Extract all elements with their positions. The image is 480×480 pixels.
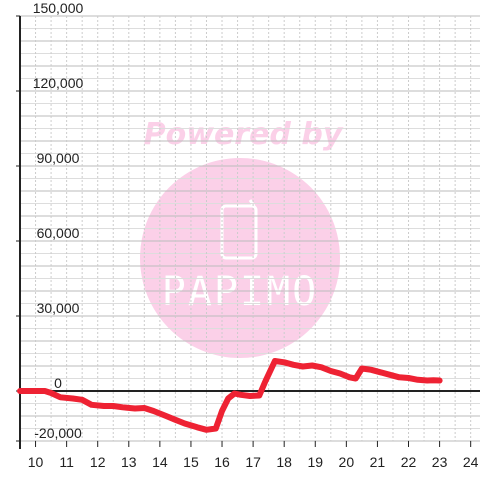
y-tick-label: 60,000 [37, 225, 80, 241]
watermark-title: Powered by [144, 117, 344, 152]
x-axis-ticks: 10 11 12 13 14 15 16 17 18 19 20 21 22 23 24 [28, 441, 479, 470]
x-tick-label: 16 [214, 454, 230, 470]
y-tick-label: 0 [54, 375, 62, 391]
x-tick-label: 15 [183, 454, 199, 470]
x-tick-label: 11 [59, 454, 74, 470]
x-tick-label: 18 [276, 454, 292, 470]
series-group [17, 358, 443, 433]
x-tick-label: 23 [432, 454, 448, 470]
x-tick-label: 19 [307, 454, 323, 470]
x-tick-label: 20 [339, 454, 355, 470]
watermark-brand: PAPIMO [162, 269, 319, 315]
y-tick-label: 90,000 [37, 150, 80, 166]
y-axis-ticks: 150,000 120,000 90,000 60,000 30,000 0 -20,000 [16, 0, 84, 442]
axes [19, 16, 480, 449]
y-tick-label: -20,000 [34, 425, 82, 441]
grid [20, 15, 480, 442]
x-tick-label: 21 [370, 454, 386, 470]
x-tick-label: 17 [245, 454, 261, 470]
x-tick-label: 10 [28, 454, 44, 470]
x-tick-label: 22 [401, 454, 417, 470]
series-line [17, 358, 443, 433]
x-tick-label: 14 [152, 454, 168, 470]
watermark: Powered by PAPIMO [140, 117, 344, 358]
x-tick-label: 24 [463, 454, 479, 470]
y-tick-label: 30,000 [37, 300, 80, 316]
y-tick-label: 150,000 [33, 0, 84, 16]
x-tick-label: 13 [121, 454, 137, 470]
x-tick-label: 12 [90, 454, 106, 470]
y-tick-label: 120,000 [33, 75, 84, 91]
